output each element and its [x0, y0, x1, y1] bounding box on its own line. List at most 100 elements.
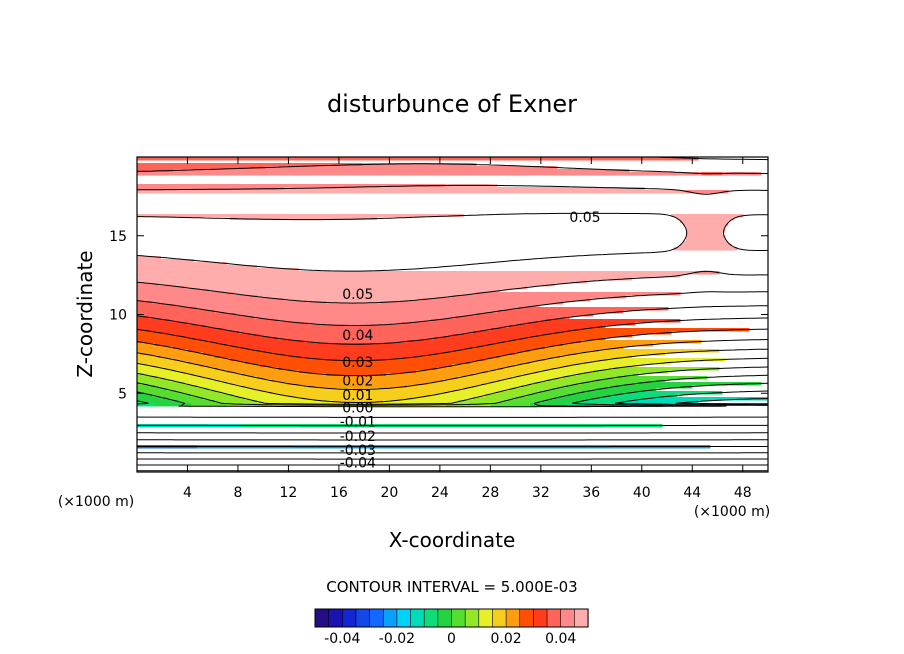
field-band-segment	[137, 322, 189, 326]
field-band-segment	[284, 298, 423, 302]
x-tick-label: 4	[183, 485, 192, 501]
field-band-segment	[476, 313, 594, 317]
field-band-segment	[503, 367, 555, 371]
field-band-segment	[551, 388, 597, 392]
field-band-segment	[452, 334, 540, 338]
field-band-segment	[578, 373, 639, 377]
field-band-segment	[431, 319, 546, 323]
field-band-segment	[545, 346, 624, 350]
y-tick-label: 10	[109, 308, 127, 324]
field-band-segment	[389, 358, 486, 362]
field-band-segment	[221, 391, 270, 395]
field-band-segment	[491, 343, 564, 347]
field-band-segment	[491, 403, 531, 407]
field-band-segment	[137, 265, 258, 269]
field-band-segment	[500, 355, 561, 359]
field-band-segment	[218, 379, 273, 383]
x-tick-label: 40	[633, 485, 651, 501]
field-band-segment	[533, 382, 582, 386]
chart-title: disturbunce of Exner	[327, 90, 577, 118]
field-band-segment	[257, 400, 333, 404]
field-band-segment	[137, 184, 447, 188]
field-band-segment	[473, 331, 561, 335]
field-band-segment	[137, 367, 165, 371]
field-band-segment	[461, 388, 510, 392]
field-band-segment	[614, 367, 720, 371]
field-band-segment	[407, 385, 474, 389]
field-band-segment	[170, 319, 279, 323]
field-band-segment	[260, 364, 453, 368]
field-band-segment	[137, 295, 258, 299]
field-band-segment	[203, 376, 258, 380]
field-band-segment	[242, 373, 327, 377]
field-band-segment	[137, 349, 189, 353]
field-band-segment	[137, 241, 684, 245]
colorbar-swatch	[505, 608, 521, 628]
field-band-segment	[188, 322, 309, 326]
x-unit-left: (×1000 m)	[58, 494, 134, 510]
field-band-segment	[215, 367, 279, 371]
field-band-segment	[332, 400, 384, 404]
field-band-segment	[323, 358, 390, 362]
field-band-segment	[608, 358, 726, 362]
field-band-segment	[137, 277, 633, 281]
field-band-segment	[176, 304, 540, 308]
field-band-segment	[137, 304, 177, 308]
field-band-segment	[497, 310, 624, 314]
field-band-segment	[137, 253, 606, 257]
field-band-segment	[458, 349, 531, 353]
contour-label: 0.05	[342, 287, 373, 303]
field-band-segment	[137, 286, 186, 290]
colorbar-tick-label: 0.02	[491, 631, 522, 647]
contour-label: 0.00	[342, 400, 373, 416]
field-band-segment	[581, 382, 639, 386]
field-band-segment	[167, 397, 204, 401]
field-band-segment	[203, 352, 276, 356]
field-band-segment	[488, 382, 534, 386]
field-band-segment	[137, 334, 177, 338]
colorbar-swatch	[546, 608, 562, 628]
field-band-segment	[446, 391, 498, 395]
x-tick-label: 32	[532, 485, 550, 501]
field-band-segment	[137, 385, 156, 389]
field-band-segment	[572, 364, 639, 368]
field-band-segment	[137, 214, 465, 218]
field-band-segment	[485, 358, 546, 362]
field-band-segment	[611, 394, 678, 398]
field-band-segment	[230, 382, 288, 386]
x-tick-label: 8	[233, 485, 242, 501]
field-band-segment	[581, 340, 702, 344]
contour-line	[137, 212, 768, 272]
colorbar-swatch	[396, 608, 412, 628]
field-band-segment	[686, 226, 726, 230]
field-band-segment	[593, 370, 669, 374]
field-band-segment	[380, 301, 564, 305]
contour-line	[137, 339, 768, 390]
field-band-segment	[269, 391, 447, 395]
contour-line	[137, 163, 768, 326]
field-band-segment	[227, 370, 300, 374]
field-band-segment	[137, 331, 159, 335]
colorbar-tick-label: -0.02	[379, 631, 415, 647]
colorbar-swatch	[560, 608, 575, 628]
field-band-segment	[521, 385, 567, 389]
field-band-segment	[164, 367, 216, 371]
field-band-segment	[158, 355, 216, 359]
x-tick-label: 12	[280, 485, 298, 501]
field-band-segment	[170, 379, 219, 383]
field-band-segment	[524, 337, 606, 341]
field-band-segment	[137, 343, 156, 347]
field-band-segment	[254, 388, 354, 392]
contour-label: 0.01	[342, 388, 373, 404]
field-band-segment	[560, 331, 672, 335]
field-band-segment	[566, 385, 615, 389]
contour-line	[137, 398, 768, 434]
field-band-segment	[137, 259, 195, 263]
field-band-segment	[293, 355, 420, 359]
field-band-segment	[215, 355, 294, 359]
field-band-segment	[137, 256, 162, 260]
field-band-segment	[140, 352, 204, 356]
field-band-segment	[137, 397, 168, 401]
field-band-segment	[137, 229, 687, 233]
field-band-segment	[377, 217, 678, 221]
